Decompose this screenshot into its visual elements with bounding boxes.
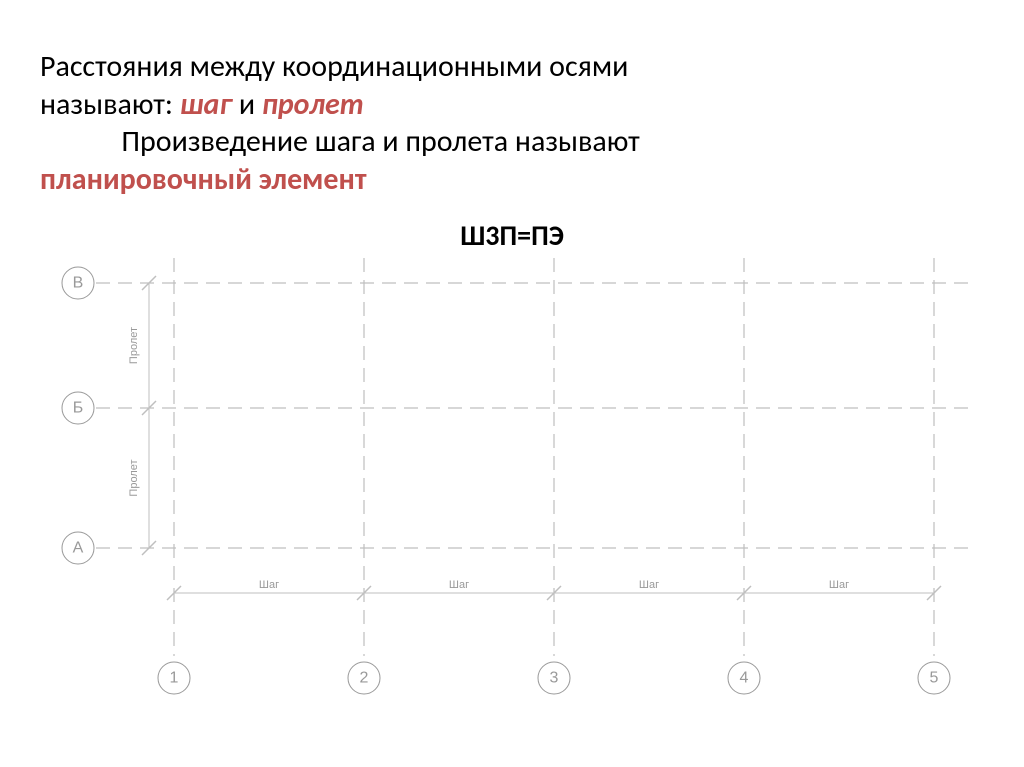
h-dim-label: Шаг (639, 579, 659, 591)
v-axis-label: 1 (170, 670, 179, 687)
v-axis-label: 4 (740, 670, 749, 687)
term-span: пролет (262, 86, 364, 123)
h-axis-label: А (73, 540, 84, 557)
coordination-grid-diagram: В Б А 1 2 3 4 5 Пролет Пролет Шаг Шаг Шаг Шаг (54, 258, 970, 748)
text-line2b: и (232, 86, 262, 123)
h-dim-label: Шаг (449, 579, 469, 591)
term-planning-element: планировочный элемент (40, 161, 367, 198)
v-dim-label: Пролет (128, 459, 140, 496)
description-text: Расстояния между координационными осями … (40, 48, 960, 198)
formula: Ш3П=ПЭ (0, 218, 1024, 253)
v-axis-label: 5 (930, 670, 939, 687)
text-line3: Произведение шага и пролета называют (121, 123, 639, 160)
v-axis-label: 2 (360, 670, 369, 687)
h-axis-label: В (73, 275, 84, 292)
v-axis-label: 3 (550, 670, 559, 687)
text-line1: Расстояния между координационными осями (40, 48, 628, 85)
v-dim-label: Пролет (128, 327, 140, 364)
term-step: шаг (180, 86, 232, 123)
h-axis-label: Б (73, 400, 84, 417)
text-line2a: называют: (40, 86, 180, 123)
h-dim-label: Шаг (829, 579, 849, 591)
indent (40, 123, 121, 160)
h-dim-label: Шаг (259, 579, 279, 591)
